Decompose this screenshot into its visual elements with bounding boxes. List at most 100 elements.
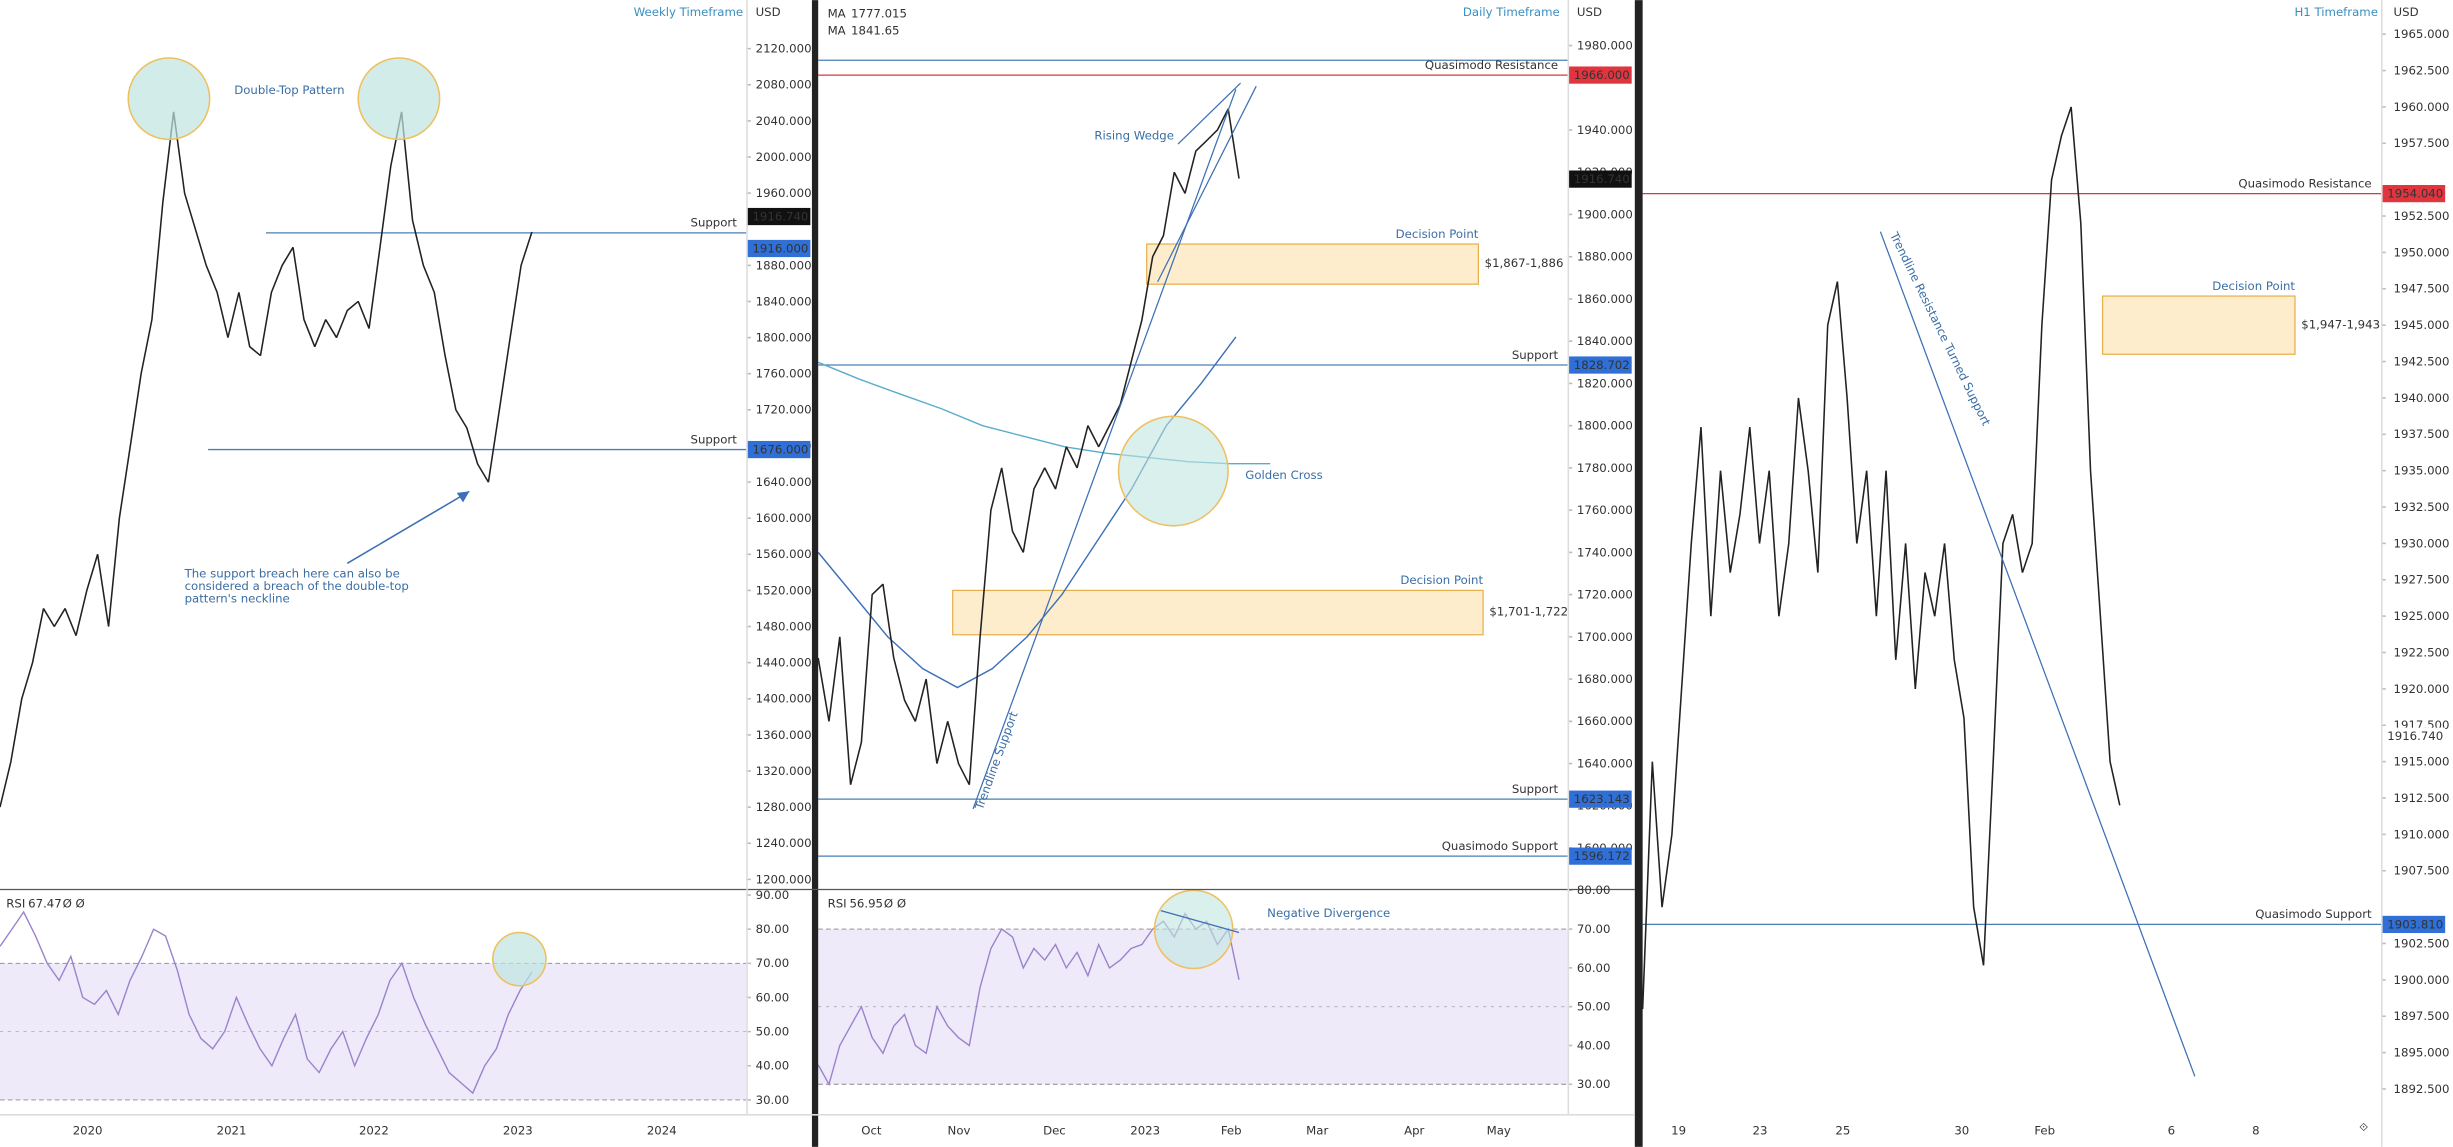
zone-range: $1,701-1,722 — [1489, 605, 1568, 619]
last-price-label: 1916.740 — [1574, 172, 1630, 186]
price-pill-label: 1966.000 — [1574, 68, 1630, 82]
x-tick-label: 19 — [1671, 1123, 1686, 1137]
x-tick-label: Oct — [861, 1123, 882, 1137]
y-tick-label: 2000.000 — [756, 150, 812, 164]
level-label: Quasimodo Support — [1442, 839, 1559, 853]
level-label: Support — [691, 432, 738, 446]
y-tick-label: 1560.000 — [756, 547, 812, 561]
price-pill — [1569, 790, 1632, 808]
y-tick-label: 1960.000 — [2394, 100, 2450, 114]
price-line — [817, 108, 1240, 786]
y-tick-label: 1937.500 — [2394, 427, 2450, 441]
annotation: The support breach here can also be — [184, 566, 400, 580]
y-tick-label: 1360.000 — [756, 728, 812, 742]
y-tick-label: 1912.500 — [2394, 791, 2450, 805]
y-tick-label: 1895.000 — [2394, 1046, 2450, 1060]
level-label: Quasimodo Resistance — [1425, 58, 1558, 72]
x-tick-label: 23 — [1753, 1123, 1768, 1137]
annotation: pattern's neckline — [185, 591, 290, 605]
y-tick-label: 1922.500 — [2394, 645, 2450, 659]
y-tick-label: 1897.500 — [2394, 1009, 2450, 1023]
y-tick-label: 1800.000 — [1577, 419, 1633, 433]
y-tick-label: 1800.000 — [756, 331, 812, 345]
ma-name: MA — [828, 6, 846, 20]
x-tick-label: Nov — [948, 1123, 971, 1137]
rsi-tick-label: 80.00 — [1577, 883, 1611, 897]
price-pill-label: 1954.040 — [2387, 187, 2443, 201]
divergence-line — [1160, 910, 1240, 934]
price-pill-label: 1596.172 — [1574, 849, 1630, 863]
y-tick-label: 1892.500 — [2394, 1082, 2450, 1096]
x-tick-label: 2024 — [647, 1123, 677, 1137]
highlight-circle — [357, 57, 441, 141]
rsi-label: RSI — [828, 897, 847, 911]
y-tick-label: 1900.000 — [2394, 973, 2450, 987]
rsi-flags: Ø Ø — [63, 897, 85, 911]
timeframe: H1 Timeframe — [2294, 5, 2377, 19]
trendline — [972, 89, 1237, 810]
price-pill-label: 1676.000 — [752, 442, 808, 456]
currency: USD — [756, 5, 781, 19]
y-tick-label: 1520.000 — [756, 583, 812, 597]
y-tick-label: 1680.000 — [1577, 672, 1633, 686]
x-tick-label: 6 — [2168, 1123, 2175, 1137]
y-tick-label: 1935.000 — [2394, 464, 2450, 478]
annotation: Rising Wedge — [1094, 128, 1174, 142]
rsi-tick-label: 60.00 — [1577, 961, 1611, 975]
level-label: Quasimodo Resistance — [2238, 176, 2371, 190]
y-tick-label: 1740.000 — [1577, 545, 1633, 559]
zone — [2101, 295, 2296, 355]
x-tick-label: 2021 — [217, 1123, 247, 1137]
price-line — [0, 111, 533, 808]
x-tick-label: 25 — [1835, 1123, 1850, 1137]
rsi-flags: Ø Ø — [884, 897, 906, 911]
rsi-tick-label: 40.00 — [756, 1059, 790, 1073]
y-tick-label: 1902.500 — [2394, 936, 2450, 950]
y-tick-label: 2120.000 — [756, 42, 812, 56]
price-pill — [1569, 356, 1632, 374]
level-label: Quasimodo Support — [2255, 907, 2372, 921]
y-tick-label: 1880.000 — [1577, 250, 1633, 264]
y-tick-label: 1920.000 — [2394, 682, 2450, 696]
annotation: Golden Cross — [1245, 468, 1322, 482]
trendline — [1879, 231, 2196, 1077]
price-pill — [747, 440, 811, 459]
timeframe: Daily Timeframe — [1463, 5, 1560, 19]
y-tick-label: 1940.000 — [2394, 391, 2450, 405]
x-tick-label: Apr — [1404, 1123, 1424, 1137]
y-tick-label: 1940.000 — [1577, 123, 1633, 137]
last-price-pill — [2382, 727, 2446, 745]
wedge-line — [1177, 82, 1242, 145]
x-tick-label: 2022 — [359, 1123, 389, 1137]
y-tick-label: 1957.500 — [2394, 136, 2450, 150]
rsi-tick-label: 60.00 — [756, 990, 790, 1004]
price-pill — [2382, 185, 2446, 203]
y-tick-label: 1907.500 — [2394, 864, 2450, 878]
y-tick-label: 1600.000 — [756, 511, 812, 525]
zone-range: $1,867-1,886 — [1485, 256, 1564, 270]
y-tick-label: 1900.000 — [1577, 207, 1633, 221]
y-tick-label: 1942.500 — [2394, 354, 2450, 368]
x-tick-label: 2023 — [1130, 1123, 1160, 1137]
price-pill-label: 1916.000 — [752, 241, 808, 255]
last-price-pill — [747, 207, 811, 226]
layer — [0, 33, 2386, 1101]
y-tick-label: 1720.000 — [1577, 588, 1633, 602]
y-tick-label: 1952.500 — [2394, 209, 2450, 223]
y-tick-label: 1930.000 — [2394, 536, 2450, 550]
y-tick-label: 1760.000 — [756, 367, 812, 381]
y-tick-label: 1945.000 — [2394, 318, 2450, 332]
currency: USD — [1577, 5, 1602, 19]
y-tick-label: 1950.000 — [2394, 245, 2450, 259]
last-price-label: 1916.740 — [2387, 729, 2443, 743]
last-price-pill — [1569, 170, 1632, 188]
price-pill — [747, 239, 811, 258]
y-tick-label: 1240.000 — [756, 836, 812, 850]
x-tick-label: Feb — [2034, 1123, 2055, 1137]
y-tick-label: 1962.500 — [2394, 63, 2450, 77]
ma-name: MA — [828, 24, 846, 38]
y-tick-label: 1760.000 — [1577, 503, 1633, 517]
y-tick-label: 1960.000 — [756, 186, 812, 200]
x-tick-label: Feb — [1221, 1123, 1242, 1137]
y-tick-label: 1480.000 — [756, 619, 812, 633]
